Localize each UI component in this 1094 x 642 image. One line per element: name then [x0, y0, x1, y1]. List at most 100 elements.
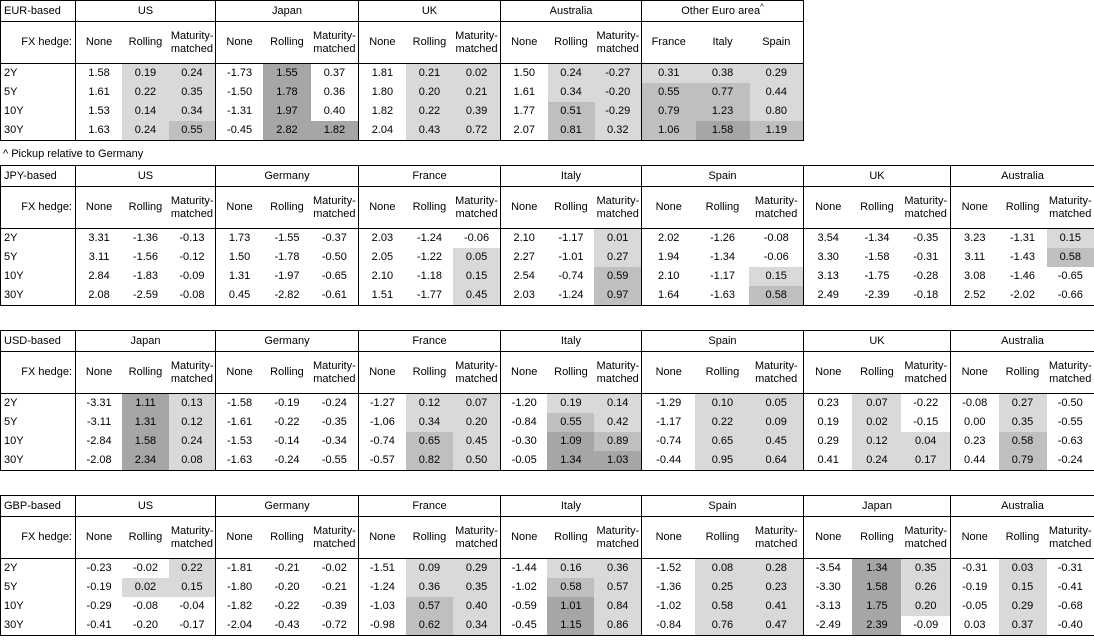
value-cell: -0.61	[310, 286, 359, 306]
value-cell: -1.24	[547, 286, 595, 306]
value-cell: 2.49	[802, 286, 853, 306]
value-cell: -0.06	[453, 228, 501, 248]
column-header: Maturity-matched	[594, 186, 642, 229]
value-cell: 1.06	[641, 121, 696, 141]
value-cell: -0.24	[310, 393, 359, 413]
column-header: Maturity-matched	[594, 516, 642, 559]
value-cell: 0.24	[547, 63, 595, 83]
column-header: None	[802, 516, 853, 559]
value-cell: -1.34	[852, 228, 902, 248]
value-cell: 0.19	[802, 413, 853, 432]
value-cell: 0.24	[852, 451, 902, 471]
hedge-label: FX hedge:	[0, 516, 76, 559]
column-header: None	[802, 351, 853, 394]
value-cell: 3.30	[802, 248, 853, 267]
tenor-label: 2Y	[0, 558, 76, 578]
data-table: USD-based Japan Germany France Italy Spain UK A…	[0, 330, 1094, 471]
value-cell: 0.59	[594, 267, 642, 286]
value-cell: 2.10	[499, 228, 548, 248]
value-cell: 0.79	[641, 102, 696, 121]
value-cell: 0.17	[901, 451, 951, 471]
value-cell: 0.44	[749, 83, 804, 102]
value-cell: 0.40	[310, 102, 359, 121]
value-cell: 0.15	[453, 267, 501, 286]
column-header: None	[499, 351, 548, 394]
column-header: None	[357, 21, 406, 64]
value-cell: -1.81	[215, 558, 264, 578]
data-row: 5Y -3.11 1.31 0.12 -1.61 -0.22 -0.35 -1.06 0.34 0…	[0, 413, 1094, 432]
value-cell: -0.40	[1046, 616, 1094, 636]
tenor-label: 10Y	[0, 597, 76, 616]
column-header: None	[357, 351, 406, 394]
value-cell: 0.23	[802, 393, 853, 413]
footnote: ^ Pickup relative to Germany	[3, 148, 144, 160]
data-row: 2Y -0.23 -0.02 0.22 -1.81 -0.21 -0.02 -1.51 0.09…	[0, 558, 1094, 578]
column-header: None	[640, 516, 696, 559]
value-cell: 0.02	[852, 413, 902, 432]
value-cell: 1.55	[263, 63, 311, 83]
value-cell: 0.12	[405, 393, 454, 413]
value-cell: 0.20	[453, 413, 501, 432]
tenor-label: 5Y	[0, 248, 76, 267]
data-row: 10Y -2.84 1.58 0.24 -1.53 -0.14 -0.34 -0.74 0.65…	[0, 432, 1094, 451]
group-header: Germany	[215, 495, 359, 517]
column-header: None	[75, 351, 123, 394]
value-cell: 2.82	[263, 121, 311, 141]
column-header: Maturity-matched	[1046, 516, 1094, 559]
value-cell: 0.34	[405, 413, 454, 432]
value-cell: 0.35	[453, 578, 501, 597]
value-cell: -0.15	[901, 413, 951, 432]
value-cell: -1.24	[357, 578, 406, 597]
value-cell: 1.94	[640, 248, 696, 267]
value-cell: -0.98	[357, 616, 406, 636]
value-cell: -0.21	[310, 578, 359, 597]
value-cell: 0.47	[749, 616, 804, 636]
column-header: Rolling	[122, 186, 169, 229]
group-header: US	[75, 0, 216, 22]
value-cell: 0.21	[405, 63, 454, 83]
value-cell: 0.08	[695, 558, 750, 578]
column-header: Maturity-matched	[310, 516, 359, 559]
column-header: None	[215, 516, 264, 559]
value-cell: 0.15	[1046, 228, 1094, 248]
value-cell: 0.34	[453, 616, 501, 636]
value-cell: 0.09	[405, 558, 454, 578]
value-cell: 1.01	[547, 597, 595, 616]
column-header: None	[500, 21, 548, 64]
value-cell: -0.09	[901, 616, 951, 636]
value-cell: -1.01	[547, 248, 595, 267]
value-cell: 0.77	[695, 83, 750, 102]
value-cell: 1.82	[310, 121, 359, 141]
group-header-row: JPY-based US Germany France Italy Spain UK Aust…	[0, 165, 1094, 187]
value-cell: -2.39	[852, 286, 902, 306]
value-cell: 0.42	[594, 413, 642, 432]
value-cell: 0.82	[405, 451, 454, 471]
value-cell: -0.09	[168, 267, 216, 286]
value-cell: -2.02	[998, 286, 1047, 306]
value-cell: -0.55	[310, 451, 359, 471]
value-cell: 0.35	[998, 413, 1047, 432]
value-cell: -0.68	[1046, 597, 1094, 616]
value-cell: 0.86	[594, 616, 642, 636]
value-cell: 0.55	[547, 413, 595, 432]
value-cell: -2.49	[802, 616, 853, 636]
group-header: US	[75, 495, 216, 517]
value-cell: -1.24	[405, 228, 454, 248]
column-header: Rolling	[547, 21, 595, 64]
column-header: Maturity-matched	[594, 351, 642, 394]
value-cell: -3.31	[75, 393, 123, 413]
value-cell: 0.15	[749, 267, 804, 286]
value-cell: 0.55	[168, 121, 216, 141]
value-cell: 0.58	[749, 286, 804, 306]
group-name: France	[412, 334, 447, 347]
column-header: None	[215, 21, 264, 64]
value-cell: -1.43	[998, 248, 1047, 267]
group-header: US	[75, 165, 216, 187]
data-row: 2Y 3.31 -1.36 -0.13 1.73 -1.55 -0.37 2.03 -1.24-…	[0, 228, 1094, 248]
value-cell: 0.41	[802, 451, 853, 471]
group-name: Australia	[1001, 499, 1044, 512]
value-cell: 0.07	[453, 393, 501, 413]
value-cell: 0.57	[594, 578, 642, 597]
data-row: 5Y 1.61 0.22 0.35 -1.50 1.78 0.36 1.80 0.20 0.21 1…	[0, 83, 804, 102]
value-cell: 0.21	[453, 83, 501, 102]
